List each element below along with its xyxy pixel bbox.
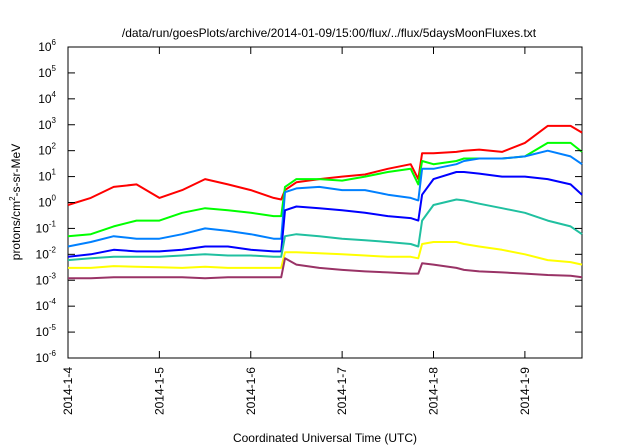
y-tick-label: 102 <box>38 142 56 158</box>
y-tick-base: 10 <box>38 66 52 80</box>
y-tick-exponent: 3 <box>52 116 57 125</box>
y-tick-exponent: -2 <box>49 245 57 254</box>
x-axis: 2014-1-4 2014-1-5 2014-1-6 2014-1-7 2014-1-8… <box>61 47 532 415</box>
x-tick-label: 2014-1-7 <box>335 367 349 415</box>
y-tick-exponent: 6 <box>52 38 57 47</box>
y-tick-base: 10 <box>36 325 50 339</box>
y-tick-label: 105 <box>38 64 56 80</box>
series-line-4 <box>67 171 583 258</box>
series-line-6 <box>68 241 583 269</box>
y-tick-label: 101 <box>38 168 56 184</box>
y-tick-exponent: 5 <box>52 64 57 73</box>
series-line-5 <box>67 198 583 262</box>
y-tick-exponent: 0 <box>52 194 57 203</box>
y-tick-label: 10-2 <box>36 245 57 261</box>
y-tick-exponent: -6 <box>49 349 57 358</box>
x-tick-label: 2014-1-9 <box>518 367 532 415</box>
y-tick-exponent: 4 <box>52 90 57 99</box>
y-tick-label: 103 <box>38 116 56 132</box>
y-tick-base: 10 <box>36 299 50 313</box>
y-tick-base: 10 <box>38 118 52 132</box>
y-tick-label: 10-6 <box>36 349 57 365</box>
plot-area <box>67 46 583 359</box>
x-tick-label: 2014-1-4 <box>61 367 75 415</box>
series-line-7 <box>68 257 583 280</box>
series-line-3 <box>67 149 583 248</box>
y-tick-base: 10 <box>38 196 52 210</box>
x-tick-label: 2014-1-8 <box>427 367 441 415</box>
y-axis: 10-610-510-410-310-210-11001011021031041… <box>36 38 582 365</box>
y-tick-label: 104 <box>38 90 56 106</box>
y-tick-exponent: -4 <box>49 297 57 306</box>
y-axis-label: protons/cm2-s-sr-MeV <box>8 144 23 260</box>
y-tick-base: 10 <box>38 170 52 184</box>
series-group <box>67 124 583 280</box>
y-tick-label: 106 <box>38 38 56 54</box>
x-tick-label: 2014-1-6 <box>244 367 258 415</box>
y-tick-base: 10 <box>38 92 52 106</box>
y-tick-exponent: 2 <box>52 142 57 151</box>
y-axis-label-prefix: protons/cm <box>9 201 23 260</box>
y-tick-label: 10-3 <box>36 271 57 287</box>
chart-title: /data/run/goesPlots/archive/2014-01-09/1… <box>122 26 537 40</box>
y-tick-base: 10 <box>36 221 50 235</box>
y-tick-label: 10-1 <box>36 219 57 235</box>
y-axis-label-suffix: -s-sr-MeV <box>9 144 23 197</box>
y-tick-base: 10 <box>36 273 50 287</box>
y-tick-exponent: -5 <box>49 323 57 332</box>
y-tick-label: 100 <box>38 194 56 210</box>
y-tick-label: 10-5 <box>36 323 57 339</box>
x-tick-label: 2014-1-5 <box>152 367 166 415</box>
y-tick-exponent: -3 <box>49 271 57 280</box>
y-tick-exponent: -1 <box>49 219 57 228</box>
y-tick-base: 10 <box>38 144 52 158</box>
x-axis-label: Coordinated Universal Time (UTC) <box>233 431 417 445</box>
y-tick-exponent: 1 <box>52 168 57 177</box>
plot-frame <box>67 46 583 359</box>
y-axis-label-sup: 2 <box>8 196 17 201</box>
y-tick-label: 10-4 <box>36 297 57 313</box>
y-tick-base: 10 <box>38 40 52 54</box>
series-line-1 <box>67 124 583 206</box>
y-tick-base: 10 <box>36 351 50 365</box>
y-tick-base: 10 <box>36 247 50 261</box>
